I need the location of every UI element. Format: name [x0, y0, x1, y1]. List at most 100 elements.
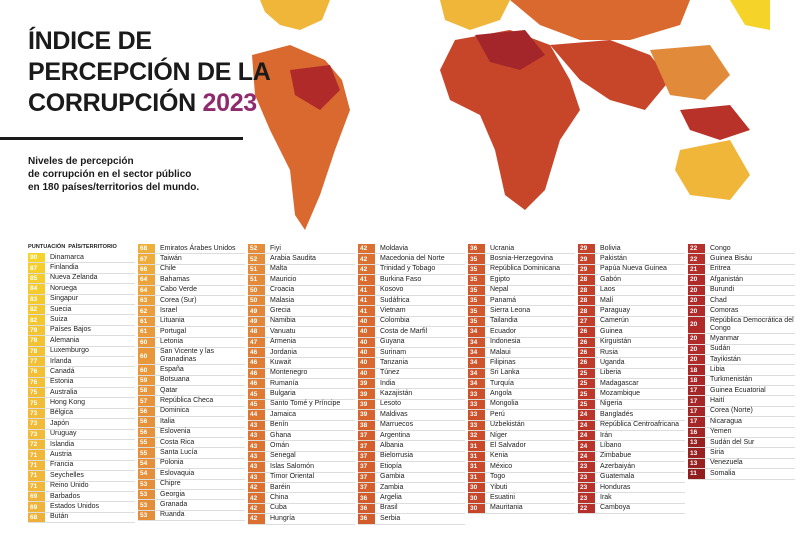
table-row: 46 Montenegro	[248, 368, 355, 380]
table-row: 28 Gabón	[578, 275, 685, 286]
title-line: CORRUPCIÓN 2023	[28, 88, 270, 119]
table-row: 43 Benín	[248, 420, 355, 432]
table-row: 85 Nueva Zelanda	[28, 273, 135, 285]
country-cell: India	[380, 379, 396, 387]
score-cell: 37	[358, 441, 375, 451]
country-cell: Perú	[490, 410, 505, 418]
country-cell: Surinam	[380, 348, 407, 356]
country-cell: Irlanda	[50, 357, 72, 365]
table-row: 33 Mongolia	[468, 399, 575, 411]
table-row: 11 Somalia	[688, 469, 795, 480]
country-cell: Dinamarca	[50, 253, 84, 261]
score-cell: 22	[688, 244, 705, 254]
table-row: 53 Chipre	[138, 479, 245, 490]
score-cell: 25	[578, 399, 595, 410]
table-row: 41 Kosovo	[358, 285, 465, 296]
country-cell: Kenia	[490, 452, 508, 460]
table-row: 25 Nigeria	[578, 399, 685, 411]
score-cell: 39	[358, 379, 375, 389]
table-row: 77 Irlanda	[28, 356, 135, 368]
score-cell: 35	[468, 254, 485, 264]
country-cell: Venezuela	[710, 459, 743, 467]
country-cell: Gabón	[600, 275, 622, 283]
score-cell: 36	[358, 514, 375, 524]
country-cell: Tailandia	[490, 317, 518, 325]
table-row: 41 Vietnam	[358, 306, 465, 317]
table-row: 24 Irán	[578, 431, 685, 442]
score-cell: 85	[28, 273, 45, 284]
country-cell: Bahamas	[160, 275, 190, 283]
score-cell: 37	[358, 482, 375, 493]
table-row: 33 Uzbekistán	[468, 420, 575, 432]
country-cell: Mozambique	[600, 390, 641, 398]
country-cell: Islandia	[50, 440, 75, 448]
table-column: PUNTUACIÓN PAÍS/TERRITORIO 90 Dinamarca 87 Fi…	[28, 244, 135, 525]
table-row: 29 Papúa Nueva Guinea	[578, 264, 685, 276]
table-row: 45 Santo Tomé y Príncipe	[248, 399, 355, 411]
table-row: 40 Surinam	[358, 347, 465, 359]
score-cell: 35	[468, 264, 485, 275]
score-cell: 62	[138, 306, 155, 316]
table-row: 17 Corea (Norte)	[688, 406, 795, 418]
country-cell: Egipto	[490, 275, 510, 283]
table-row: 30 Yibuti	[468, 482, 575, 494]
table-row: 78 Luxemburgo	[28, 346, 135, 357]
score-cell: 40	[358, 316, 375, 327]
score-cell: 46	[248, 368, 265, 379]
score-cell: 26	[578, 327, 595, 337]
country-cell: Croacia	[270, 286, 295, 294]
table-row: 40 Guyana	[358, 337, 465, 348]
table-row: 53 Granada	[138, 500, 245, 511]
header-cell: PAÍS/TERRITORIO	[68, 244, 117, 250]
score-cell: 31	[468, 441, 485, 451]
table-row: 68 Bután	[28, 512, 135, 524]
score-cell: 36	[358, 503, 375, 514]
score-cell: 26	[578, 347, 595, 358]
country-cell: Libia	[710, 365, 725, 373]
country-cell: Albania	[380, 442, 404, 450]
country-cell: Jordania	[270, 348, 297, 356]
country-cell: Turquía	[490, 379, 514, 387]
country-cell: Burkina Faso	[380, 275, 422, 283]
score-cell: 35	[468, 285, 485, 295]
score-cell: 42	[358, 254, 375, 264]
table-row: 26 Guinea	[578, 327, 685, 338]
score-cell: 17	[688, 406, 705, 417]
country-cell: Georgia	[160, 490, 185, 498]
score-cell: 36	[358, 493, 375, 503]
score-cell: 43	[248, 451, 265, 462]
score-cell: 24	[578, 410, 595, 420]
map-region	[475, 30, 545, 70]
table-row: 25 Mozambique	[578, 389, 685, 400]
score-cell: 33	[468, 410, 485, 420]
score-cell: 52	[248, 254, 265, 264]
map-region	[680, 105, 750, 140]
country-cell: Alemania	[50, 336, 80, 344]
country-cell: Tayikistán	[710, 355, 741, 363]
score-cell: 78	[28, 346, 45, 356]
country-cell: Indonesia	[490, 338, 521, 346]
score-cell: 73	[28, 419, 45, 429]
score-cell: 35	[468, 316, 485, 327]
country-cell: Etiopía	[380, 462, 402, 470]
country-cell: Singapur	[50, 295, 79, 303]
table-column: 52 Fiyi 52 Arabia Saudita 51 Malta 51 Mauricio 5…	[248, 244, 355, 525]
score-cell: 90	[28, 253, 45, 263]
score-cell: 53	[138, 490, 155, 500]
score-cell: 43	[248, 472, 265, 482]
country-cell: Macedonia del Norte	[380, 254, 445, 262]
country-cell: Tanzania	[380, 358, 409, 366]
score-cell: 73	[28, 408, 45, 419]
score-cell: 69	[28, 502, 45, 512]
subtitle-line: Niveles de percepción	[28, 156, 134, 167]
title-text: CORRUPCIÓN	[28, 89, 196, 117]
country-cell: Sudáfrica	[380, 296, 410, 304]
table-row: 50 Malasia	[248, 295, 355, 307]
table-row: 42 Hungría	[248, 514, 355, 525]
score-cell: 28	[578, 306, 595, 316]
table-row: 20 República Democrática del Congo	[688, 316, 795, 335]
country-cell: Ghana	[270, 431, 292, 439]
table-row: 29 Bolivia	[578, 244, 685, 255]
score-cell: 37	[358, 431, 375, 441]
country-cell: Mauricio	[270, 275, 297, 283]
